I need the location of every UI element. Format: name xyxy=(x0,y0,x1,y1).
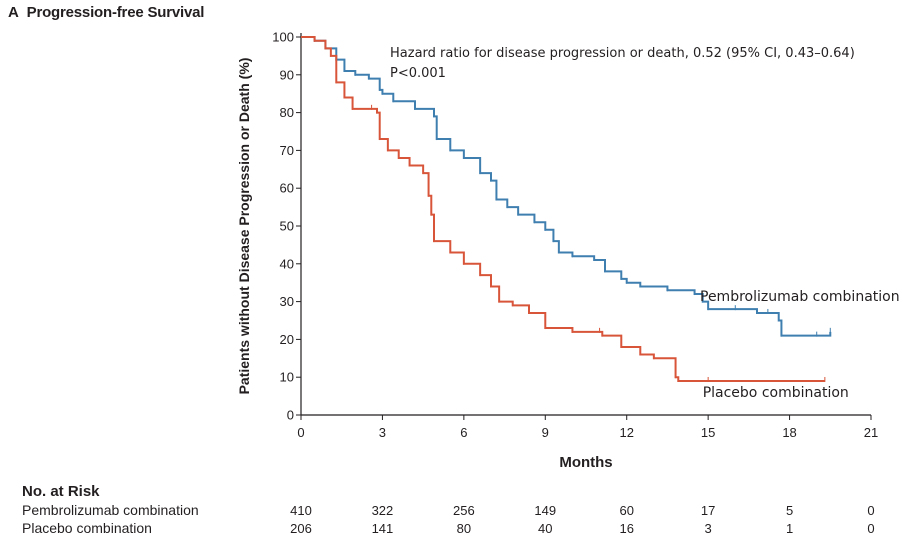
risk-value: 141 xyxy=(371,521,394,536)
y-tick-label: 30 xyxy=(280,294,294,309)
risk-value: 206 xyxy=(290,521,312,536)
series-line-pembrolizumab xyxy=(301,36,832,337)
x-tick-label: 15 xyxy=(701,425,715,440)
chart-annotations: Hazard ratio for disease progression or … xyxy=(390,46,855,81)
risk-row-label: Pembrolizumab combination xyxy=(22,502,199,518)
y-tick-label: 20 xyxy=(280,332,294,347)
y-axis-label: Patients without Disease Progression or … xyxy=(236,58,252,395)
risk-value: 80 xyxy=(456,521,472,536)
risk-value: 322 xyxy=(371,503,394,518)
risk-value: 16 xyxy=(619,521,634,536)
risk-value: 60 xyxy=(619,503,634,518)
panel-letter: A xyxy=(8,4,19,21)
risk-value: 40 xyxy=(538,521,553,536)
x-axis-label: Months xyxy=(559,454,612,471)
x-tick-label: 6 xyxy=(460,425,467,440)
y-tick-label: 60 xyxy=(280,181,294,196)
series-label: Placebo combination xyxy=(703,385,849,401)
risk-value: 0 xyxy=(867,521,875,536)
x-tick-label: 21 xyxy=(864,425,878,440)
risk-table-title: No. at Risk xyxy=(22,483,100,500)
risk-value: 17 xyxy=(700,503,716,518)
x-tick-label: 18 xyxy=(782,425,796,440)
hazard-ratio-annotation: Hazard ratio for disease progression or … xyxy=(390,46,855,61)
risk-row-label: Placebo combination xyxy=(22,520,152,536)
y-tick-label: 90 xyxy=(280,67,294,82)
series-label: Pembrolizumab combination xyxy=(700,289,900,305)
y-tick-label: 50 xyxy=(280,219,294,234)
risk-value: 0 xyxy=(867,503,875,518)
p-value-annotation: P<0.001 xyxy=(390,66,446,81)
panel-title-text: Progression-free Survival xyxy=(26,4,205,21)
y-tick-label: 0 xyxy=(287,408,294,423)
y-tick-label: 80 xyxy=(280,105,294,120)
risk-value: 1 xyxy=(785,521,794,536)
x-tick-label: 12 xyxy=(619,425,633,440)
risk-value: 149 xyxy=(534,503,557,518)
risk-value: 5 xyxy=(785,503,794,518)
risk-value: 3 xyxy=(704,521,712,536)
x-tick-label: 0 xyxy=(297,425,304,440)
x-tick-label: 3 xyxy=(379,425,386,440)
y-tick-label: 10 xyxy=(280,370,294,385)
risk-value: 256 xyxy=(452,503,475,518)
chart-series: Pembrolizumab combination Placebo combina… xyxy=(301,36,900,401)
risk-value: 410 xyxy=(290,503,312,518)
x-tick-label: 9 xyxy=(542,425,549,440)
y-tick-label: 40 xyxy=(280,256,294,271)
y-tick-label: 100 xyxy=(272,30,294,45)
panel-title: A Progression-free Survival xyxy=(8,4,204,21)
y-tick-label: 70 xyxy=(280,143,294,158)
chart-axes: 0 10 20 30 40 50 60 70 80 90 100 0 3 6 9 12 15 18 21 Months… xyxy=(236,30,878,472)
